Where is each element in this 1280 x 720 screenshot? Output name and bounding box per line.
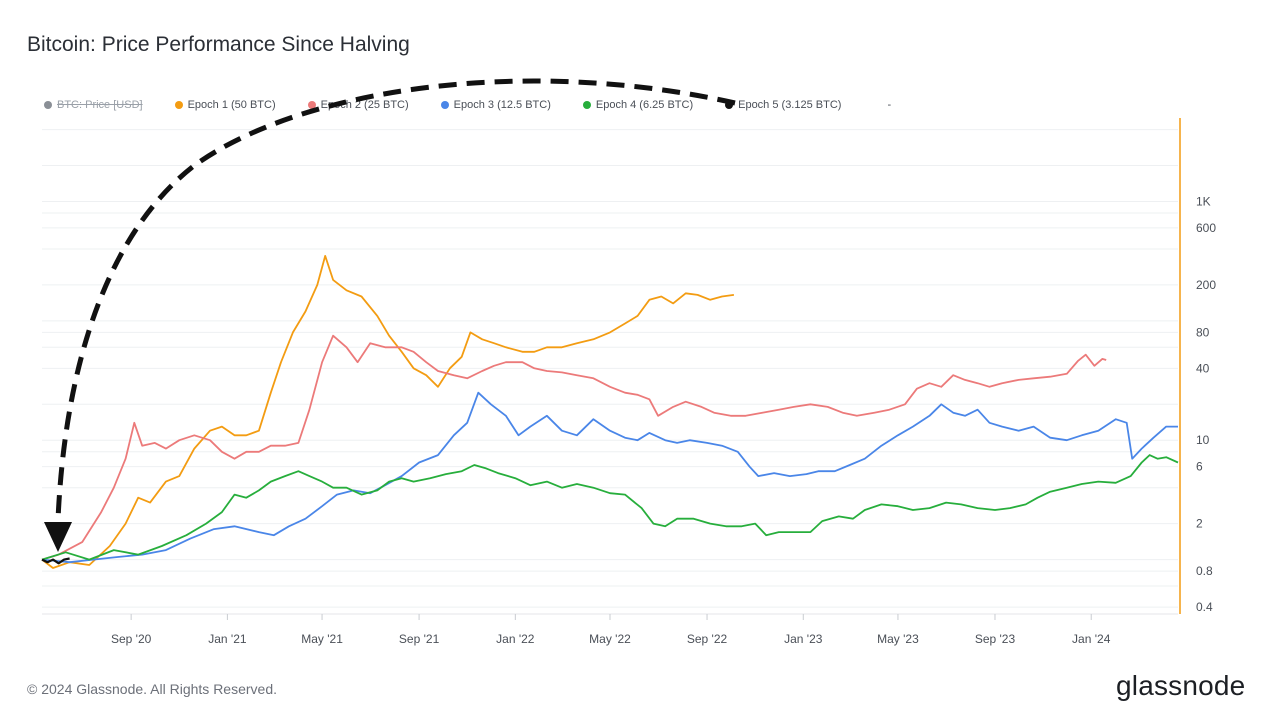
y-tick-label-0: 0.4 — [1196, 600, 1213, 614]
legend-label-4: Epoch 4 (6.25 BTC) — [595, 99, 694, 111]
x-tick-label-5: May '22 — [589, 632, 631, 646]
y-tick-label-7: 200 — [1196, 278, 1216, 292]
x-tick-label-6: Sep '22 — [687, 632, 728, 646]
series-line-0 — [41, 255, 735, 569]
series-line-2 — [41, 391, 1178, 564]
x-tick-label-9: Sep '23 — [975, 632, 1016, 646]
x-tick-label-3: Sep '21 — [399, 632, 440, 646]
legend-item-3[interactable]: Epoch 3 (12.5 BTC) — [440, 99, 551, 111]
legend-dot-0 — [44, 101, 52, 109]
annotation-arrow — [55, 78, 736, 521]
legend-dot-3 — [440, 101, 449, 109]
x-tick-label-2: May '21 — [301, 632, 343, 646]
y-tick-label-4: 10 — [1196, 433, 1210, 447]
legend-dot-2 — [307, 101, 316, 109]
x-tick-label-8: May '23 — [877, 632, 919, 646]
x-tick-label-10: Jan '24 — [1072, 632, 1111, 646]
legend-extra: - — [887, 99, 892, 111]
x-tick-label-7: Jan '23 — [784, 632, 823, 646]
legend-label-1: Epoch 1 (50 BTC) — [187, 99, 276, 111]
copyright-footer: © 2024 Glassnode. All Rights Reserved. — [27, 681, 278, 697]
y-tick-label-2: 2 — [1196, 517, 1203, 531]
x-tick-label-4: Jan '22 — [496, 632, 535, 646]
y-tick-label-3: 6 — [1196, 460, 1203, 474]
y-tick-label-6: 80 — [1196, 325, 1210, 339]
brand-logo: glassnode — [1116, 670, 1246, 701]
y-tick-label-1: 0.8 — [1196, 564, 1213, 578]
legend-item-4[interactable]: Epoch 4 (6.25 BTC) — [582, 99, 694, 111]
series-line-1 — [41, 334, 1107, 561]
series-line-3 — [41, 454, 1179, 561]
legend-label-3: Epoch 3 (12.5 BTC) — [453, 99, 551, 111]
y-tick-label-5: 40 — [1196, 361, 1210, 375]
y-tick-label-9: 1K — [1196, 194, 1211, 208]
chart-legend: BTC: Price [USD] Epoch 1 (50 BTC) Epoch 2 … — [44, 99, 891, 111]
legend-label-0: BTC: Price [USD] — [57, 99, 143, 111]
legend-dot-5 — [725, 101, 734, 109]
legend-item-0[interactable]: BTC: Price [USD] — [44, 99, 143, 111]
legend-item-1[interactable]: Epoch 1 (50 BTC) — [174, 99, 276, 111]
x-tick-label-1: Jan '21 — [208, 632, 247, 646]
chart-title: Bitcoin: Price Performance Since Halving — [27, 33, 410, 56]
legend-dot-4 — [582, 101, 591, 109]
annotation-arrowhead — [44, 522, 72, 552]
y-tick-label-8: 600 — [1196, 221, 1216, 235]
x-tick-label-0: Sep '20 — [111, 632, 152, 646]
legend-label-5: Epoch 5 (3.125 BTC) — [738, 99, 842, 111]
legend-dot-1 — [174, 101, 183, 109]
series-line-4 — [41, 557, 70, 565]
legend-item-5[interactable]: Epoch 5 (3.125 BTC) — [725, 99, 841, 111]
